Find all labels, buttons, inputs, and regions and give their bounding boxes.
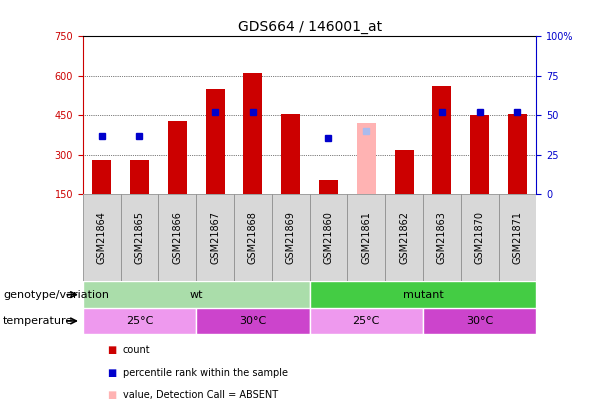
Text: GSM21871: GSM21871 <box>512 211 522 264</box>
Text: 30°C: 30°C <box>466 316 493 326</box>
Bar <box>423 308 536 334</box>
Text: mutant: mutant <box>403 290 443 300</box>
Bar <box>281 114 300 194</box>
Bar <box>83 308 196 334</box>
Bar <box>470 115 489 194</box>
Bar <box>205 89 224 194</box>
Bar <box>92 160 111 194</box>
Bar <box>196 308 310 334</box>
Bar <box>83 194 536 281</box>
Bar <box>498 194 536 281</box>
Bar <box>423 194 461 281</box>
Bar <box>83 281 310 308</box>
Bar <box>432 86 451 194</box>
Bar <box>83 194 121 281</box>
Bar <box>158 194 196 281</box>
Bar <box>461 194 498 281</box>
Text: GSM21864: GSM21864 <box>97 211 107 264</box>
Text: wt: wt <box>189 290 203 300</box>
Bar <box>348 194 385 281</box>
Bar <box>357 123 376 194</box>
Bar <box>272 194 310 281</box>
Text: GSM21866: GSM21866 <box>172 211 182 264</box>
Text: percentile rank within the sample: percentile rank within the sample <box>123 368 287 377</box>
Text: ■: ■ <box>107 345 116 355</box>
Bar <box>168 121 187 194</box>
Text: GSM21869: GSM21869 <box>286 211 295 264</box>
Title: GDS664 / 146001_at: GDS664 / 146001_at <box>237 20 382 34</box>
Bar <box>310 308 423 334</box>
Text: GSM21868: GSM21868 <box>248 211 258 264</box>
Text: 25°C: 25°C <box>126 316 153 326</box>
Text: 25°C: 25°C <box>352 316 380 326</box>
Bar <box>130 160 149 194</box>
Text: GSM21865: GSM21865 <box>134 211 145 264</box>
Text: value, Detection Call = ABSENT: value, Detection Call = ABSENT <box>123 390 278 400</box>
Bar <box>310 194 348 281</box>
Text: GSM21867: GSM21867 <box>210 211 220 264</box>
Bar <box>310 281 536 308</box>
Text: 30°C: 30°C <box>239 316 267 326</box>
Text: GSM21870: GSM21870 <box>474 211 485 264</box>
Bar <box>243 73 262 194</box>
Text: temperature: temperature <box>3 316 74 326</box>
Bar <box>196 194 234 281</box>
Bar <box>121 194 158 281</box>
Bar <box>395 150 414 194</box>
Text: genotype/variation: genotype/variation <box>3 290 109 300</box>
Text: GSM21861: GSM21861 <box>361 211 371 264</box>
Text: GSM21863: GSM21863 <box>437 211 447 264</box>
Text: ■: ■ <box>107 390 116 400</box>
Text: ■: ■ <box>107 368 116 377</box>
Text: count: count <box>123 345 150 355</box>
Bar <box>508 114 527 194</box>
Text: GSM21862: GSM21862 <box>399 211 409 264</box>
Bar <box>234 194 272 281</box>
Bar <box>385 194 423 281</box>
Text: GSM21860: GSM21860 <box>324 211 333 264</box>
Bar <box>319 180 338 194</box>
